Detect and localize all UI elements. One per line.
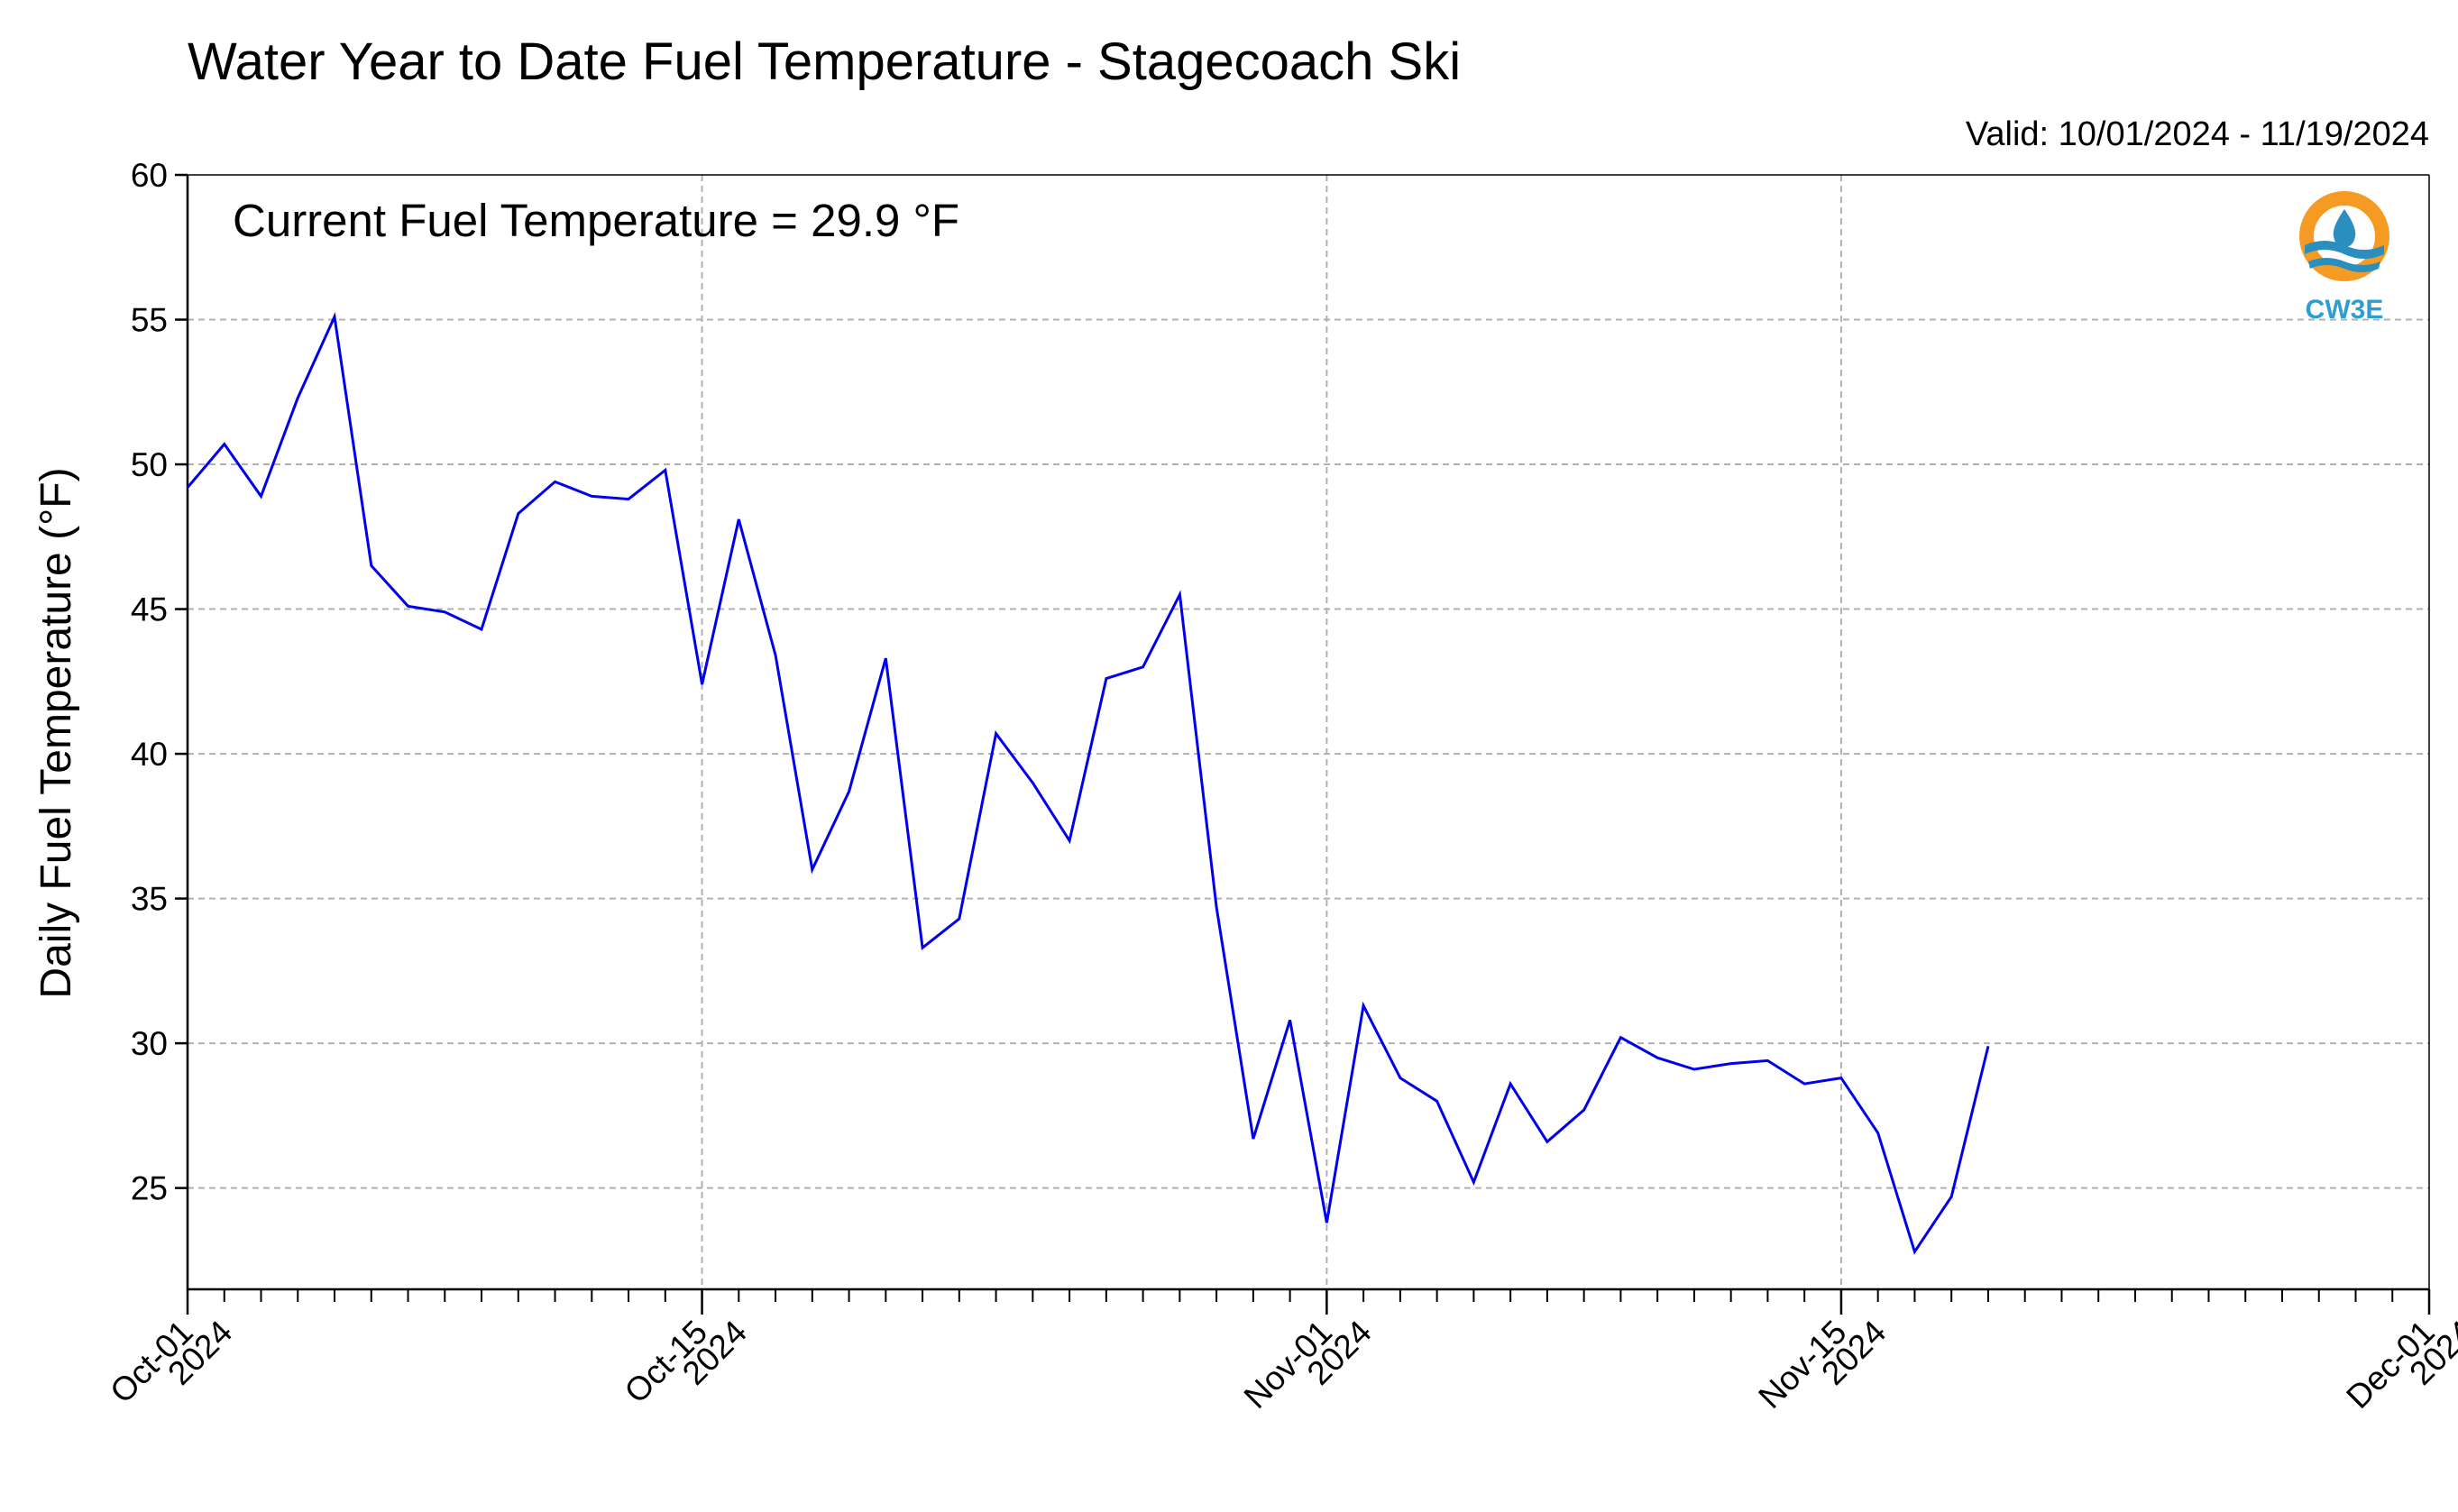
water-drop-icon (2333, 209, 2356, 247)
axes-frame (186, 174, 2430, 1291)
logo-ring (2299, 191, 2389, 281)
y-axis-ticks: 25 30 35 40 45 50 55 60 (131, 157, 188, 1207)
logo-text: CW3E (2306, 295, 2384, 325)
y-tick-label: 60 (131, 157, 168, 194)
logo-wave (2305, 241, 2384, 259)
gridlines (188, 175, 2429, 1289)
y-tick-label: 25 (131, 1170, 168, 1207)
y-tick-label: 55 (131, 302, 168, 339)
logo-wave (2308, 258, 2380, 272)
y-tick-label: 45 (131, 591, 168, 628)
y-tick-label: 40 (131, 736, 168, 773)
chart-title: Water Year to Date Fuel Temperature - St… (188, 32, 1461, 91)
y-tick-label: 30 (131, 1025, 168, 1062)
y-axis-label: Daily Fuel Temperature (°F) (32, 467, 80, 998)
valid-date-range: Valid: 10/01/2024 - 11/19/2024 (1966, 115, 2429, 153)
series-group (186, 312, 1990, 1255)
y-tick-label: 35 (131, 881, 168, 918)
series-line (186, 312, 1990, 1255)
current-temperature-annotation: Current Fuel Temperature = 29.9 °F (233, 195, 959, 246)
y-tick-label: 50 (131, 446, 168, 483)
cw3e-logo: CW3E (2299, 191, 2389, 325)
